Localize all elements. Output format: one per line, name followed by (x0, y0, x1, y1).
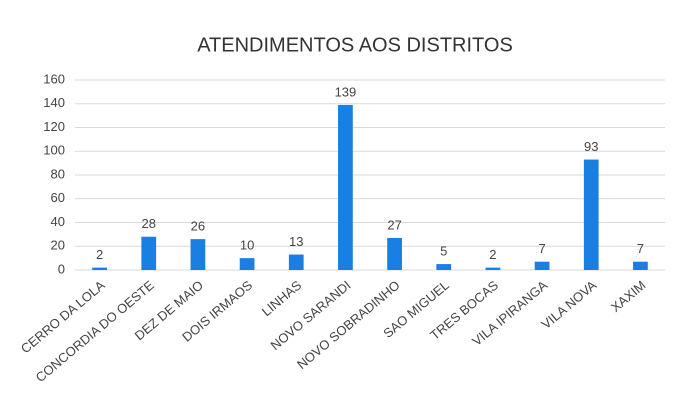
y-tick-label: 20 (51, 238, 65, 253)
bar (583, 159, 599, 270)
data-label: 10 (240, 238, 254, 253)
bar (534, 261, 550, 270)
bar (387, 237, 402, 270)
data-label: 27 (387, 217, 401, 232)
data-label: 139 (335, 84, 357, 99)
bar (485, 267, 501, 270)
chart-title: ATENDIMENTOS AOS DISTRITOS (197, 34, 513, 56)
y-tick-label: 60 (51, 190, 65, 205)
y-tick-label: 160 (43, 71, 65, 86)
data-label: 93 (584, 139, 598, 154)
bar (633, 261, 648, 270)
bar (338, 104, 353, 270)
bar (190, 239, 206, 270)
bar (141, 236, 157, 270)
data-label: 26 (191, 219, 205, 234)
data-label: 2 (96, 247, 103, 262)
y-tick-label: 0 (58, 261, 65, 276)
y-tick-label: 40 (51, 214, 65, 229)
y-tick-label: 80 (51, 166, 65, 181)
data-label: 13 (289, 234, 303, 249)
bar (288, 254, 304, 270)
data-label: 28 (142, 216, 156, 231)
bar (239, 258, 255, 270)
bar (92, 267, 107, 270)
y-tick-label: 140 (43, 95, 65, 110)
data-label: 7 (637, 241, 644, 256)
data-label: 7 (538, 241, 545, 256)
bar (436, 264, 452, 270)
data-label: 5 (440, 244, 447, 259)
y-tick-label: 120 (43, 119, 65, 134)
y-tick-label: 100 (43, 143, 65, 158)
data-label: 2 (489, 247, 496, 262)
